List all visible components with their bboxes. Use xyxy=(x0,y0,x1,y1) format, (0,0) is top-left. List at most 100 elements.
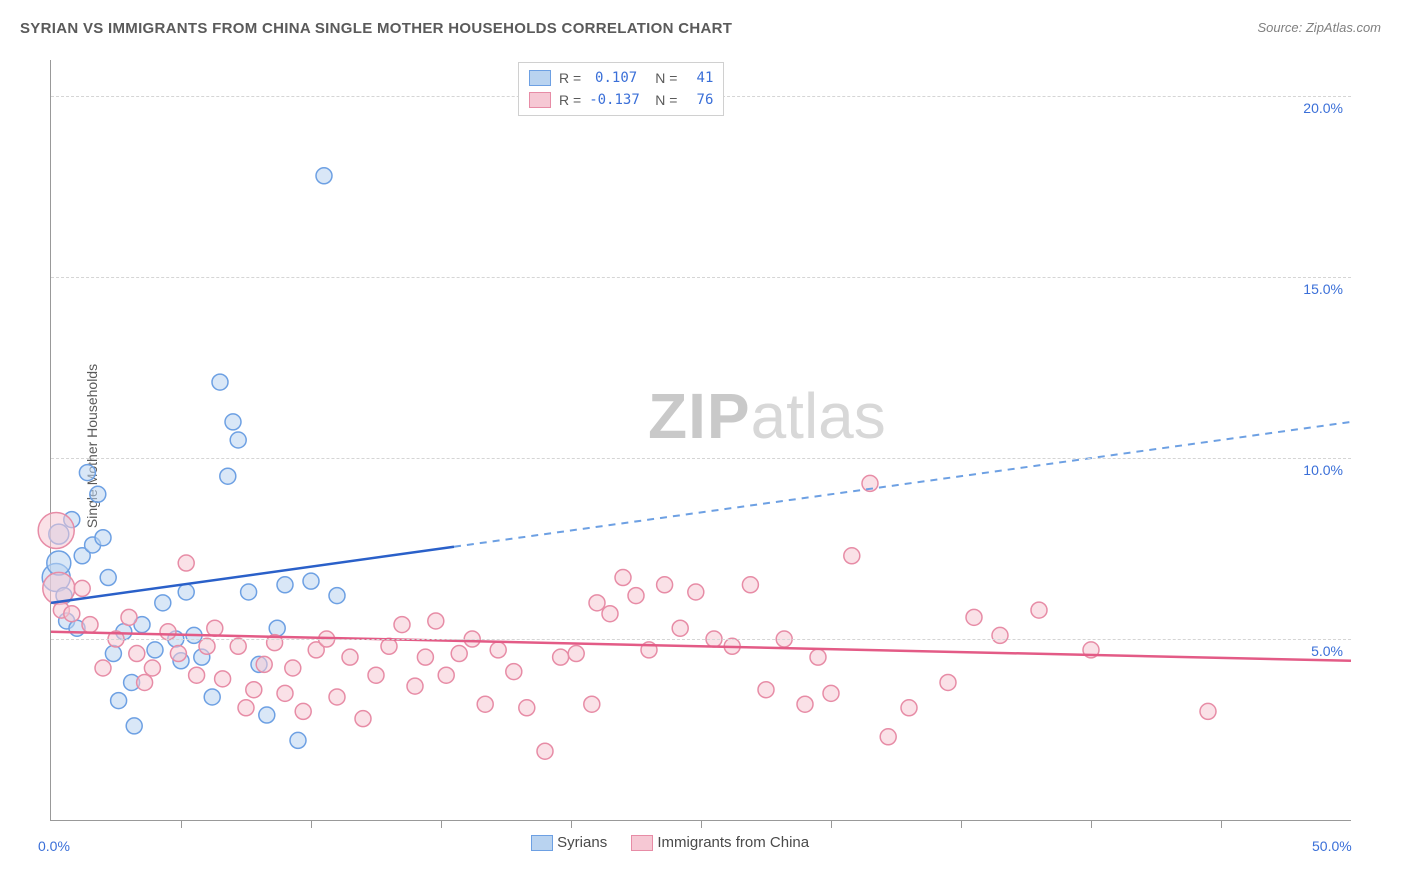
data-point xyxy=(126,718,142,734)
series-legend-item: Syrians xyxy=(531,834,607,851)
data-point xyxy=(657,577,673,593)
data-point xyxy=(589,595,605,611)
data-point xyxy=(147,642,163,658)
series-legend-item: Immigrants from China xyxy=(631,834,809,851)
data-point xyxy=(189,667,205,683)
data-point xyxy=(844,548,860,564)
r-label: R = xyxy=(559,92,581,108)
data-point xyxy=(823,685,839,701)
n-value: 41 xyxy=(685,70,713,86)
data-point xyxy=(519,700,535,716)
x-tick xyxy=(1091,820,1092,828)
n-label: N = xyxy=(655,70,677,86)
x-tick xyxy=(311,820,312,828)
data-point xyxy=(329,689,345,705)
r-value: -0.137 xyxy=(589,92,637,108)
data-point xyxy=(355,711,371,727)
x-axis-end-label: 50.0% xyxy=(1312,838,1352,854)
data-point xyxy=(121,609,137,625)
data-point xyxy=(178,555,194,571)
data-point xyxy=(269,620,285,636)
data-point xyxy=(742,577,758,593)
data-point xyxy=(940,674,956,690)
data-point xyxy=(82,617,98,633)
data-point xyxy=(880,729,896,745)
data-point xyxy=(316,168,332,184)
source-text: Source: ZipAtlas.com xyxy=(1257,20,1381,35)
data-point xyxy=(303,573,319,589)
data-point xyxy=(100,570,116,586)
data-point xyxy=(568,646,584,662)
data-point xyxy=(1031,602,1047,618)
series-name: Immigrants from China xyxy=(657,834,809,851)
x-tick xyxy=(181,820,182,828)
data-point xyxy=(246,682,262,698)
data-point xyxy=(256,656,272,672)
correlation-legend: R = 0.107 N = 41 R = -0.137 N = 76 xyxy=(518,62,724,116)
correlation-legend-row: R =0.107N =41 xyxy=(529,67,713,89)
data-point xyxy=(407,678,423,694)
data-point xyxy=(615,570,631,586)
gridline xyxy=(51,639,1351,640)
data-point xyxy=(688,584,704,600)
data-point xyxy=(212,374,228,390)
data-point xyxy=(204,689,220,705)
plot-area: 5.0%10.0%15.0%20.0% xyxy=(50,60,1351,821)
data-point xyxy=(238,700,254,716)
data-point xyxy=(451,646,467,662)
y-tick-label: 5.0% xyxy=(1311,643,1343,659)
gridline xyxy=(51,277,1351,278)
data-point xyxy=(90,486,106,502)
data-point xyxy=(394,617,410,633)
data-point xyxy=(137,674,153,690)
data-point xyxy=(230,432,246,448)
data-point xyxy=(95,530,111,546)
data-point xyxy=(129,646,145,662)
data-point xyxy=(417,649,433,665)
y-tick-label: 20.0% xyxy=(1303,100,1343,116)
data-point xyxy=(225,414,241,430)
data-point xyxy=(144,660,160,676)
legend-swatch xyxy=(531,835,553,851)
data-point xyxy=(199,638,215,654)
x-tick xyxy=(571,820,572,828)
x-tick xyxy=(961,820,962,828)
data-point xyxy=(277,577,293,593)
scatter-svg xyxy=(51,60,1351,820)
gridline xyxy=(51,458,1351,459)
chart-title: SYRIAN VS IMMIGRANTS FROM CHINA SINGLE M… xyxy=(20,20,732,37)
data-point xyxy=(797,696,813,712)
data-point xyxy=(38,512,74,548)
data-point xyxy=(178,584,194,600)
trend-line-extrapolated xyxy=(454,422,1351,547)
data-point xyxy=(277,685,293,701)
r-value: 0.107 xyxy=(589,70,637,86)
data-point xyxy=(628,588,644,604)
data-point xyxy=(64,606,80,622)
data-point xyxy=(230,638,246,654)
data-point xyxy=(758,682,774,698)
data-point xyxy=(111,693,127,709)
n-label: N = xyxy=(655,92,677,108)
x-tick xyxy=(831,820,832,828)
data-point xyxy=(74,580,90,596)
data-point xyxy=(79,465,95,481)
data-point xyxy=(537,743,553,759)
legend-swatch xyxy=(529,92,551,108)
data-point xyxy=(207,620,223,636)
data-point xyxy=(342,649,358,665)
legend-swatch xyxy=(631,835,653,851)
data-point xyxy=(105,646,121,662)
data-point xyxy=(553,649,569,665)
n-value: 76 xyxy=(685,92,713,108)
data-point xyxy=(329,588,345,604)
series-name: Syrians xyxy=(557,834,607,851)
data-point xyxy=(1200,703,1216,719)
data-point xyxy=(901,700,917,716)
data-point xyxy=(584,696,600,712)
y-tick-label: 15.0% xyxy=(1303,281,1343,297)
data-point xyxy=(285,660,301,676)
correlation-legend-row: R = -0.137 N = 76 xyxy=(529,89,713,111)
data-point xyxy=(290,732,306,748)
data-point xyxy=(966,609,982,625)
